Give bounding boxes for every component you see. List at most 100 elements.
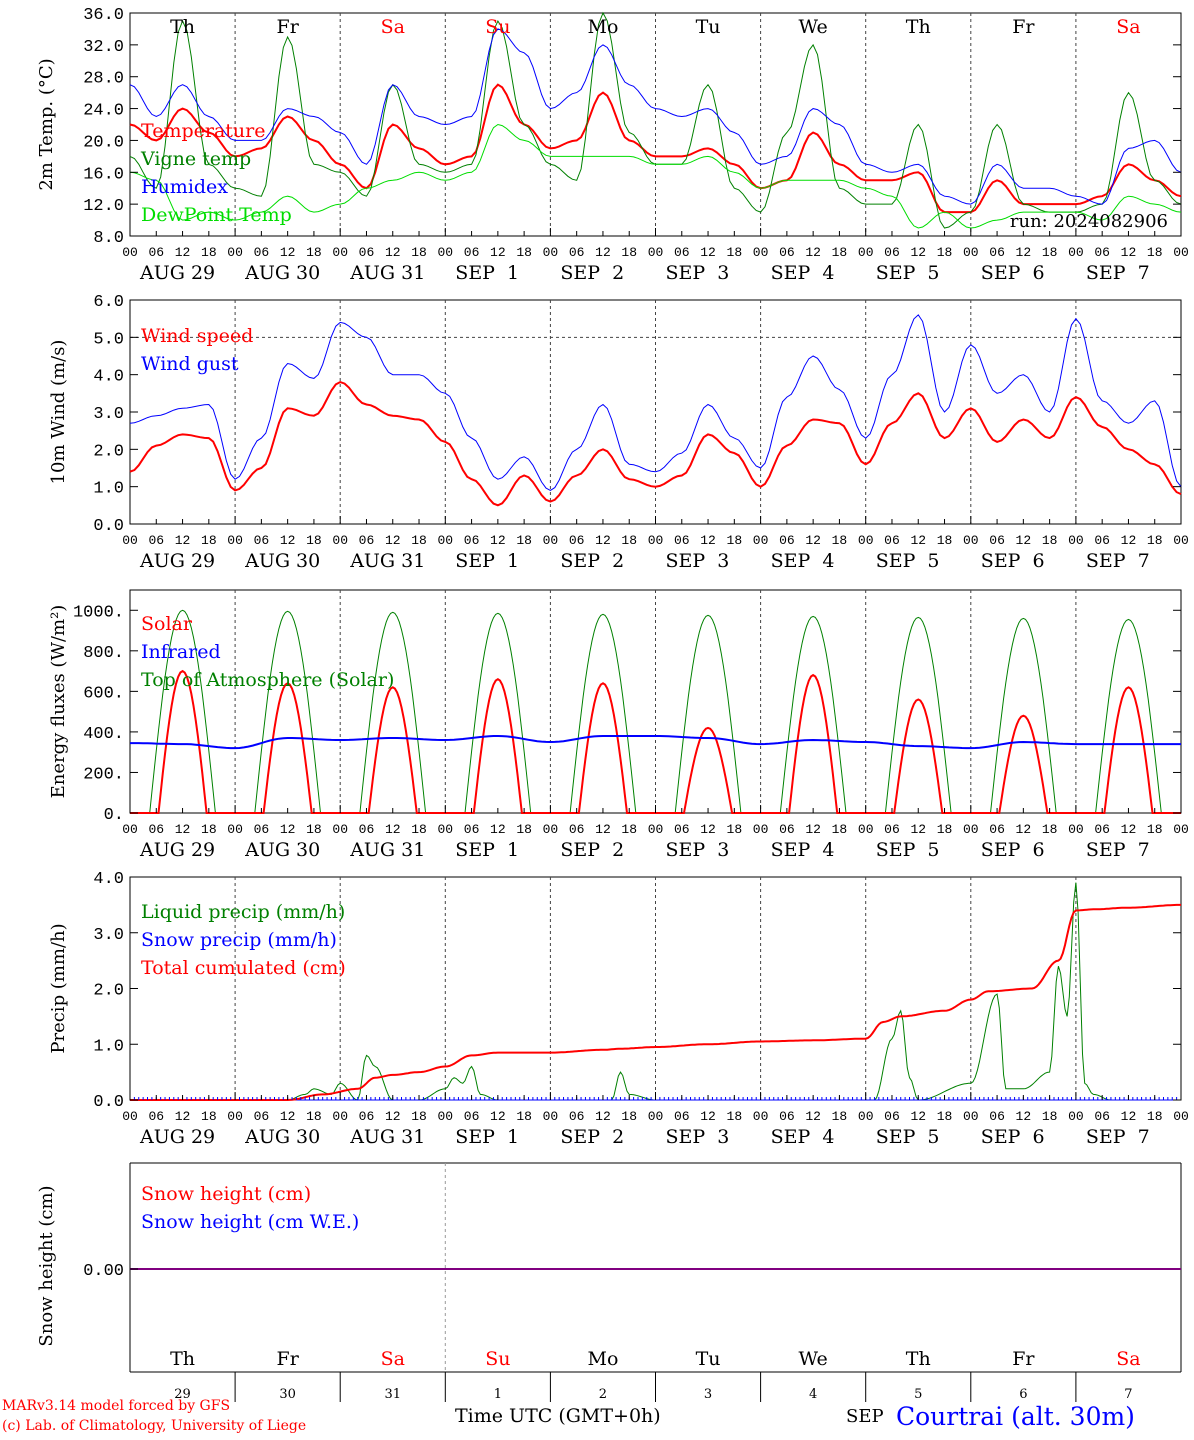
hour-tick-label: 18 (306, 822, 322, 837)
legend-solar: Solar (141, 613, 193, 635)
hour-tick-label: 18 (1042, 245, 1058, 260)
hour-tick-label: 18 (621, 533, 637, 548)
date-label: SEP 2 (560, 1126, 624, 1148)
hour-tick-label: 00 (437, 1109, 453, 1124)
date-label: SEP 3 (666, 1126, 730, 1148)
hour-tick-label: 00 (1173, 1109, 1189, 1124)
hour-tick-label: 18 (516, 245, 532, 260)
hour-tick-label: 12 (700, 245, 716, 260)
hour-tick-label: 18 (1147, 822, 1163, 837)
hour-tick-label: 06 (884, 1109, 900, 1124)
date-label: SEP 2 (560, 262, 624, 284)
date-label: SEP 6 (981, 1126, 1045, 1148)
hour-tick-label: 06 (148, 1109, 164, 1124)
date-label: SEP 6 (981, 839, 1045, 861)
y-tick-label: 0.0 (93, 1093, 124, 1112)
date-label: SEP 6 (981, 262, 1045, 284)
y-tick-label: 4.0 (93, 368, 124, 387)
date-label: AUG 29 (139, 550, 215, 572)
hour-tick-label: 00 (332, 533, 348, 548)
hour-tick-label: 18 (411, 245, 427, 260)
legend-snow-height-cm-: Snow height (cm) (141, 1183, 311, 1205)
hour-tick-label: 12 (805, 822, 821, 837)
hour-tick-label: 06 (674, 822, 690, 837)
hour-tick-label: 00 (227, 533, 243, 548)
weekday-label: Sa (1116, 1348, 1140, 1370)
date-label: AUG 29 (139, 839, 215, 861)
hour-tick-label: 00 (227, 245, 243, 260)
hour-tick-label: 18 (832, 245, 848, 260)
hour-tick-label: 00 (963, 245, 979, 260)
hour-tick-label: 06 (569, 245, 585, 260)
hour-tick-label: 12 (1121, 245, 1137, 260)
weekday-label: Mo (587, 1348, 618, 1370)
hour-tick-label: 00 (1068, 1109, 1084, 1124)
date-label: AUG 31 (349, 839, 425, 861)
hour-tick-label: 12 (1016, 245, 1032, 260)
y-axis-title: Snow height (cm) (36, 1185, 57, 1346)
hour-tick-label: 06 (779, 245, 795, 260)
hour-tick-label: 18 (621, 245, 637, 260)
weekday-label: Th (906, 16, 931, 38)
hour-tick-label: 12 (490, 822, 506, 837)
date-label: SEP 1 (455, 550, 519, 572)
hour-tick-label: 00 (753, 822, 769, 837)
hour-tick-label: 06 (464, 822, 480, 837)
legend-infrared: Infrared (141, 641, 221, 663)
hour-tick-label: 12 (595, 533, 611, 548)
hour-tick-label: 06 (1094, 822, 1110, 837)
date-label: SEP 4 (771, 839, 835, 861)
y-axis-title: Energy fluxes (W/m²) (48, 605, 69, 799)
hour-tick-label: 00 (543, 822, 559, 837)
y-tick-label: 600. (83, 684, 124, 703)
hour-tick-label: 18 (411, 533, 427, 548)
hour-tick-label: 00 (122, 1109, 138, 1124)
date-label: AUG 29 (139, 1126, 215, 1148)
y-tick-label: 24.0 (83, 102, 124, 121)
date-label: SEP 7 (1086, 839, 1150, 861)
hour-tick-label: 00 (437, 822, 453, 837)
panel-1-frame (129, 299, 1182, 525)
hour-tick-label: 06 (674, 533, 690, 548)
hour-tick-label: 12 (280, 533, 296, 548)
weekday-label: Fr (1012, 16, 1035, 38)
weekday-label: Su (485, 16, 510, 38)
hour-tick-label: 12 (385, 533, 401, 548)
hour-tick-label: 12 (595, 1109, 611, 1124)
date-label: SEP 5 (876, 1126, 940, 1148)
hour-tick-label: 18 (201, 822, 217, 837)
hour-tick-label: 18 (201, 533, 217, 548)
hour-tick-label: 06 (674, 245, 690, 260)
y-tick-label: 28.0 (83, 70, 124, 89)
weekday-label: Sa (381, 1348, 405, 1370)
hour-tick-label: 12 (1016, 822, 1032, 837)
date-label: AUG 31 (349, 550, 425, 572)
hour-tick-label: 00 (1068, 245, 1084, 260)
y-tick-label: 2.0 (93, 442, 124, 461)
hour-tick-label: 06 (148, 822, 164, 837)
hour-tick-label: 18 (1042, 1109, 1058, 1124)
legend-dewpoint-temp: DewPoint Temp (141, 204, 292, 226)
hour-tick-label: 12 (805, 533, 821, 548)
date-label: SEP 6 (981, 550, 1045, 572)
y-tick-label: 8.0 (93, 229, 124, 248)
legend-liquid-precip-mm-h-: Liquid precip (mm/h) (141, 901, 345, 923)
hour-tick-label: 12 (700, 822, 716, 837)
hour-tick-label: 12 (490, 1109, 506, 1124)
hour-tick-label: 06 (989, 533, 1005, 548)
hour-tick-label: 00 (332, 1109, 348, 1124)
hour-tick-label: 06 (674, 1109, 690, 1124)
legend-wind-speed: Wind speed (141, 325, 253, 347)
weekday-label: Th (170, 1348, 195, 1370)
hour-tick-label: 00 (858, 822, 874, 837)
weekday-label: Fr (1012, 1348, 1035, 1370)
weekday-label: Tu (696, 1348, 721, 1370)
credit-line-2: (c) Lab. of Climatology, University of L… (2, 1418, 307, 1434)
date-label: SEP 4 (771, 1126, 835, 1148)
y-tick-label: 16.0 (83, 165, 124, 184)
hour-tick-label: 18 (1042, 822, 1058, 837)
hour-tick-label: 00 (753, 245, 769, 260)
panel-2-frame (129, 589, 1182, 814)
hour-tick-label: 18 (937, 822, 953, 837)
